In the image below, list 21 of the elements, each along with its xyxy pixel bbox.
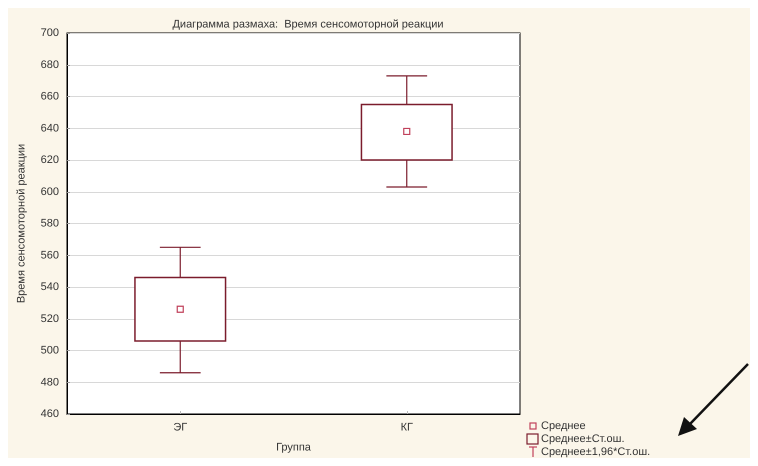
y-tick-label: 460 bbox=[40, 408, 59, 420]
y-axis-title: Время сенсомоторной реакции bbox=[16, 144, 28, 304]
legend-label: Среднее±Ст.ош. bbox=[541, 433, 625, 445]
y-tick-label: 480 bbox=[40, 376, 59, 388]
y-tick-label: 700 bbox=[40, 27, 59, 39]
text: Среднее±1,96*Ст.ош. bbox=[541, 446, 650, 458]
chart-title: Диаграмма размаха: Время сенсомоторной реакции bbox=[172, 18, 444, 30]
y-tick-label: 540 bbox=[40, 281, 59, 293]
y-tick-label: 500 bbox=[40, 344, 59, 356]
y-tick-label: 600 bbox=[40, 186, 59, 198]
y-tick-label: 520 bbox=[40, 312, 59, 325]
y-tick-label: 640 bbox=[40, 122, 59, 134]
y-tick-label: 660 bbox=[40, 90, 59, 102]
y-tick-label: 680 bbox=[40, 58, 59, 71]
text: Среднее bbox=[541, 420, 586, 432]
y-tick-label: 580 bbox=[40, 218, 59, 230]
y-tick-label: 620 bbox=[40, 154, 59, 166]
y-tick-label: 560 bbox=[40, 249, 59, 262]
x-tick-label: ЭГ bbox=[173, 422, 188, 434]
x-tick-label: КГ bbox=[400, 422, 413, 434]
x-axis-title: Группа bbox=[276, 442, 312, 454]
